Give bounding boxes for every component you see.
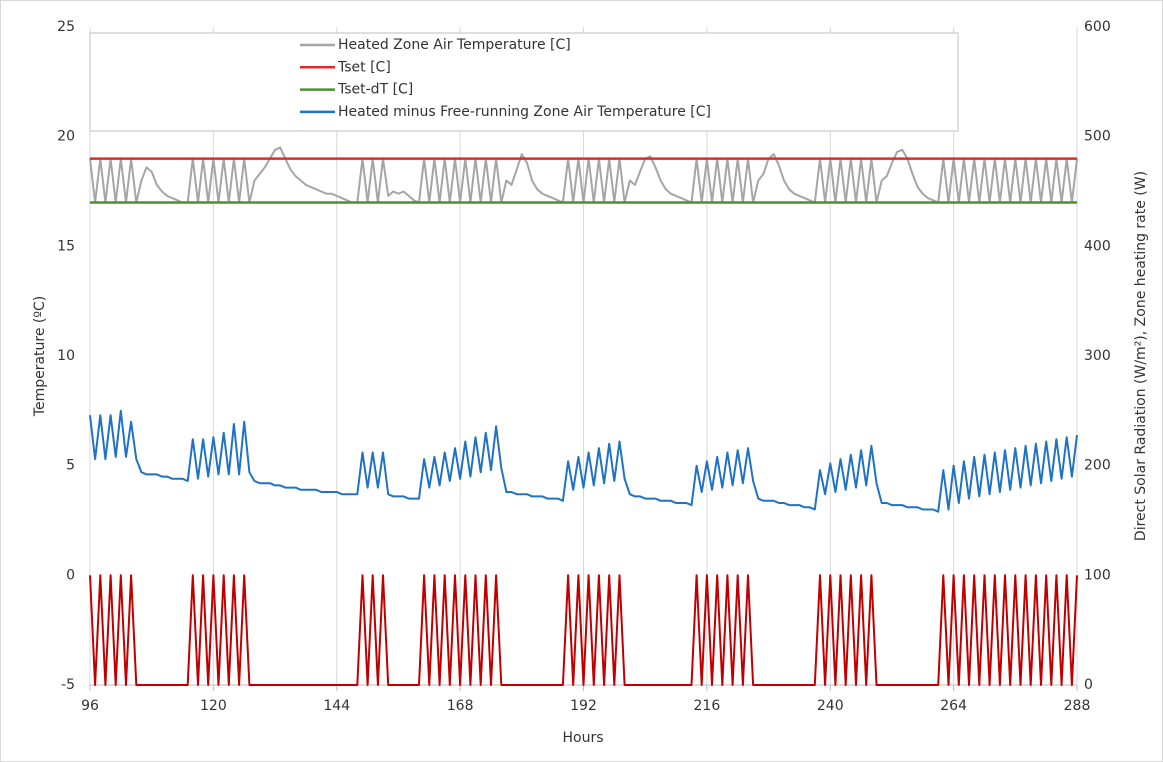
x-tick-label: 168 bbox=[447, 698, 474, 714]
series-line bbox=[89, 409, 1078, 513]
x-tick-label: 288 bbox=[1064, 698, 1091, 714]
y2-tick-label: 0 bbox=[1084, 677, 1093, 693]
y2-tick-label: 300 bbox=[1084, 348, 1111, 364]
y2-axis-title: Direct Solar Radiation (W/m²), Zone heat… bbox=[1133, 171, 1149, 541]
y-tick-label: 0 bbox=[66, 567, 75, 583]
legend-label: Tset-dT [C] bbox=[337, 82, 413, 98]
y-axis-title: Temperature (ºC) bbox=[32, 296, 48, 417]
legend-label: Tset [C] bbox=[337, 59, 391, 75]
series-line bbox=[89, 574, 1078, 686]
x-tick-label: 216 bbox=[694, 698, 721, 714]
y-tick-label: 10 bbox=[57, 348, 75, 364]
y-tick-label: -5 bbox=[61, 677, 75, 693]
x-tick-label: 240 bbox=[817, 698, 844, 714]
x-axis-title: Hours bbox=[562, 730, 603, 746]
y2-tick-label: 400 bbox=[1084, 238, 1111, 254]
x-tick-label: 120 bbox=[200, 698, 227, 714]
y-tick-label: 5 bbox=[66, 458, 75, 474]
y2-tick-label: 100 bbox=[1084, 567, 1111, 583]
legend-label: Heated Zone Air Temperature [C] bbox=[338, 37, 571, 53]
x-tick-label: 192 bbox=[570, 698, 597, 714]
y2-tick-label: 600 bbox=[1084, 19, 1111, 35]
x-tick-label: 96 bbox=[81, 698, 99, 714]
x-tick-label: 144 bbox=[323, 698, 350, 714]
legend-label: Heated minus Free-running Zone Air Tempe… bbox=[338, 104, 711, 120]
y2-tick-label: 200 bbox=[1084, 458, 1111, 474]
plot-area: 96 120 144 168 192 216 240 264 288 -5 0 5 10 15 20 25 0 1… bbox=[57, 19, 1111, 714]
y-tick-label: 20 bbox=[57, 129, 75, 145]
legend-entries: Heated Zone Air Temperature [C] Tset [C] T… bbox=[300, 37, 711, 120]
y-tick-label: 25 bbox=[57, 19, 75, 35]
x-tick-label: 264 bbox=[940, 698, 967, 714]
legend bbox=[89, 32, 959, 132]
y2-tick-label: 500 bbox=[1084, 129, 1111, 145]
y-tick-label: 15 bbox=[57, 238, 75, 254]
